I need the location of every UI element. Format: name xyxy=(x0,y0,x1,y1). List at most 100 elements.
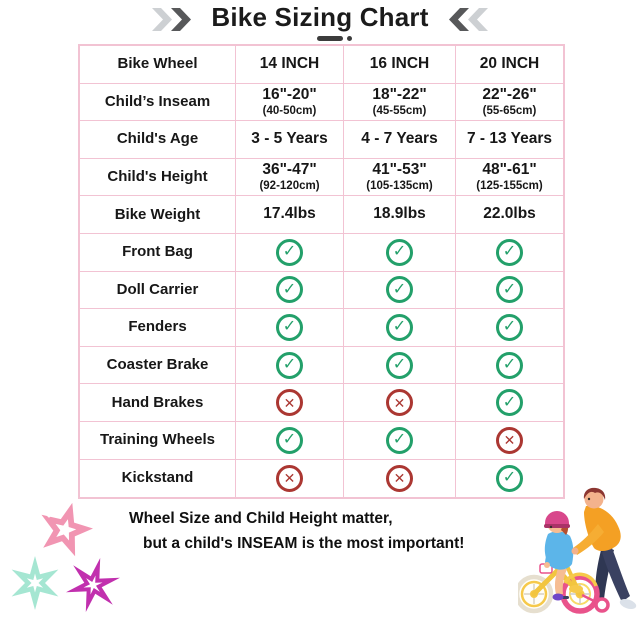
table-cell: ✕ xyxy=(236,459,344,498)
cell-value: 14 INCH xyxy=(259,54,320,72)
cell-value: 36"-47" xyxy=(262,161,317,178)
decorative-stars xyxy=(11,502,120,612)
table-cell: 36"-47" (92-120cm) xyxy=(236,158,344,197)
cell-value: 4 - 7 Years xyxy=(361,130,438,148)
cell-value: 20 INCH xyxy=(479,54,540,72)
table-cell: ✓ xyxy=(236,271,344,310)
title-underline xyxy=(317,36,352,41)
cross-icon: ✕ xyxy=(276,464,303,492)
check-icon: ✓ xyxy=(496,313,523,341)
table-cell: 41"-53" (105-135cm) xyxy=(344,158,456,197)
cell-value: 22.0lbs xyxy=(483,205,536,223)
table-cell: 16"-20" (40-50cm) xyxy=(236,83,344,122)
cell-value: 48"-61" xyxy=(482,161,537,178)
footer-note-line1: Wheel Size and Child Height matter, xyxy=(129,510,393,527)
table-cell: ✓ xyxy=(456,272,563,310)
table-cell: 18.9lbs xyxy=(344,196,456,234)
row-label: Kickstand xyxy=(80,459,236,498)
table-cell: ✓ xyxy=(344,233,456,272)
underline-dot xyxy=(347,36,352,41)
table-cell: ✓ xyxy=(344,346,456,385)
table-cell: ✓ xyxy=(456,234,563,272)
teal-star-icon xyxy=(11,556,59,610)
magenta-star-icon xyxy=(66,558,120,612)
table-cell: ✕ xyxy=(236,384,344,422)
check-icon: ✓ xyxy=(496,351,523,379)
cell-subvalue: (55-65cm) xyxy=(482,104,537,117)
table-cell: ✕ xyxy=(344,459,456,498)
cell-subvalue: (40-50cm) xyxy=(262,104,317,117)
cell-subvalue: (125-155cm) xyxy=(476,179,543,192)
table-cell: ✓ xyxy=(236,233,344,272)
cell-value: 41"-53" xyxy=(372,161,427,178)
check-icon: ✓ xyxy=(386,313,413,341)
check-icon: ✓ xyxy=(386,238,413,266)
double-chevron-right-icon xyxy=(152,8,192,31)
check-icon: ✓ xyxy=(496,389,523,417)
row-label: Child’s Inseam xyxy=(80,83,236,122)
check-icon: ✓ xyxy=(496,238,523,266)
row-label: Bike Wheel xyxy=(80,46,236,84)
cell-value: 16"-20" xyxy=(262,85,317,103)
cell-subvalue: (92-120cm) xyxy=(259,179,320,192)
table-cell: 20 INCH xyxy=(456,46,563,84)
pink-star-icon xyxy=(41,502,93,557)
child-figure xyxy=(544,511,574,601)
cell-value: 16 INCH xyxy=(369,54,430,72)
row-label: Doll Carrier xyxy=(80,271,236,310)
row-label: Fenders xyxy=(80,309,236,347)
sizing-table: Bike Wheel 14 INCH 16 INCH 20 INCH Child’s I… xyxy=(78,44,565,500)
table-cell: 16 INCH xyxy=(344,46,456,84)
table-cell: 17.4lbs xyxy=(236,196,344,234)
footer-note-line2: but a child's INSEAM is the most importa… xyxy=(143,535,465,552)
row-label: Child's Height xyxy=(80,158,236,197)
table-cell: 22.0lbs xyxy=(456,196,563,234)
table-cell: ✕ xyxy=(344,384,456,422)
row-label: Coaster Brake xyxy=(80,346,236,385)
page-header: Bike Sizing Chart xyxy=(0,0,640,44)
row-label: Child's Age xyxy=(80,121,236,159)
cell-value: 7 - 13 Years xyxy=(466,130,553,148)
cell-subvalue: (45-55cm) xyxy=(372,104,427,117)
father-teaching-child-bike-illustration xyxy=(518,487,637,614)
table-cell: ✓ xyxy=(236,346,344,385)
underline-dash xyxy=(317,36,343,41)
table-cell: 18"-22" (45-55cm) xyxy=(344,83,456,122)
table-cell: 7 - 13 Years xyxy=(456,121,563,159)
cell-value: 18"-22" xyxy=(372,85,427,103)
page-title: Bike Sizing Chart xyxy=(211,2,429,32)
cell-subvalue: (105-135cm) xyxy=(366,179,433,192)
cross-icon: ✕ xyxy=(386,464,413,492)
table-cell: ✓ xyxy=(344,421,456,460)
row-label: Bike Weight xyxy=(80,196,236,234)
table-cell: ✓ xyxy=(456,384,563,422)
table-cell: ✕ xyxy=(456,422,563,460)
table-cell: ✓ xyxy=(456,460,563,498)
row-label: Hand Brakes xyxy=(80,384,236,422)
row-label: Training Wheels xyxy=(80,421,236,460)
cross-icon: ✕ xyxy=(276,389,303,417)
cell-value: 22"-26" xyxy=(482,85,537,103)
check-icon: ✓ xyxy=(386,351,413,379)
row-label: Front Bag xyxy=(80,233,236,272)
check-icon: ✓ xyxy=(386,426,413,454)
table-cell: ✓ xyxy=(456,347,563,385)
cell-value: 17.4lbs xyxy=(263,205,316,223)
table-cell: ✓ xyxy=(344,271,456,310)
check-icon: ✓ xyxy=(276,426,303,454)
cell-value: 18.9lbs xyxy=(373,205,426,223)
cell-value: 3 - 5 Years xyxy=(251,130,328,148)
check-icon: ✓ xyxy=(276,313,303,341)
cross-icon: ✕ xyxy=(496,426,523,454)
table-cell: ✓ xyxy=(236,421,344,460)
check-icon: ✓ xyxy=(496,464,523,492)
table-cell: 14 INCH xyxy=(236,46,344,84)
table-cell: ✓ xyxy=(236,309,344,347)
table-cell: 4 - 7 Years xyxy=(344,121,456,159)
table-cell: 3 - 5 Years xyxy=(236,121,344,159)
table-cell: ✓ xyxy=(456,309,563,347)
check-icon: ✓ xyxy=(276,238,303,266)
double-chevron-left-icon xyxy=(448,8,488,31)
table-cell: 22"-26" (55-65cm) xyxy=(456,84,563,122)
table-cell: ✓ xyxy=(344,309,456,347)
